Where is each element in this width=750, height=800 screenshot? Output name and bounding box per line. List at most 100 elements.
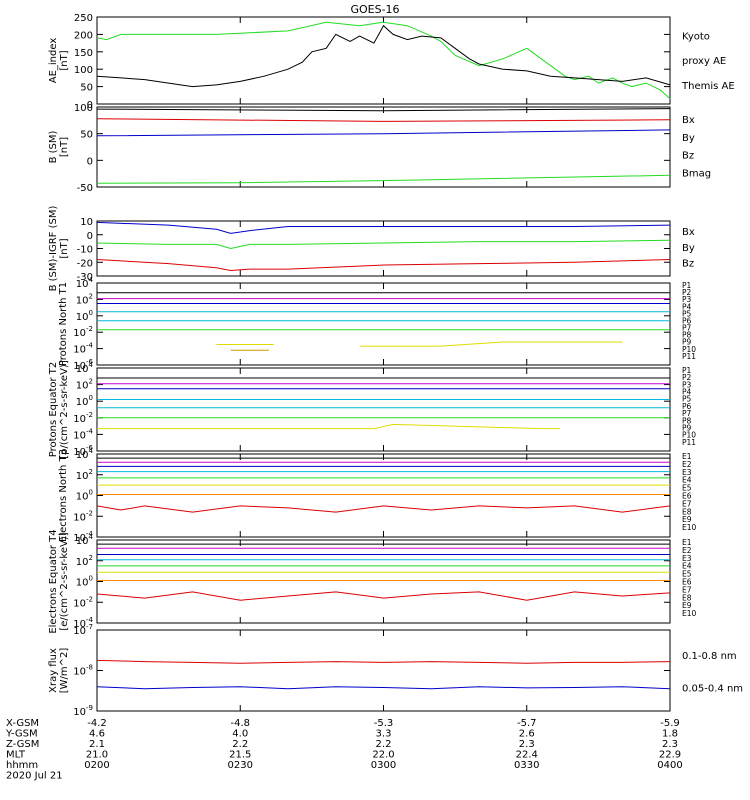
y-tick-label: 100 <box>76 489 93 503</box>
x-row-value: 4.0 <box>232 729 248 740</box>
y-tick-label: 100 <box>76 394 93 408</box>
y-tick-label: 0 <box>87 156 93 167</box>
y-axis-label: B (SM)[nT] <box>48 130 70 163</box>
y-tick-label: 10 <box>80 217 93 228</box>
legend-entry: P7 <box>682 409 692 418</box>
legend-entry: Kyoto <box>682 31 710 42</box>
y-tick-label: 102 <box>76 554 93 568</box>
y-axis-label: Electrons North T3 <box>58 449 69 542</box>
legend-entry: E8 <box>682 593 692 602</box>
x-row-value: 21.0 <box>86 750 108 761</box>
series-bz <box>96 118 671 122</box>
y-tick-label: 0 <box>87 100 93 111</box>
legend-entry: P2 <box>682 373 692 382</box>
x-row-value: 2.3 <box>662 739 678 750</box>
y-tick-label: 10-4 <box>73 530 93 544</box>
legend-entry: E10 <box>682 523 697 532</box>
x-row-label: Y-GSM <box>5 729 38 740</box>
legend-entry: E2 <box>682 460 692 469</box>
legend-entry: E7 <box>682 499 692 508</box>
panel-frame <box>96 367 671 452</box>
y-tick-label: 10-4 <box>73 616 93 630</box>
y-tick-label: -30 <box>77 272 93 283</box>
x-row-label: X-GSM <box>6 718 39 729</box>
legend-entry: E3 <box>682 468 692 477</box>
legend-entry: By <box>682 133 695 144</box>
series-themis-ae <box>96 24 671 88</box>
legend-entry: P9 <box>682 423 692 432</box>
panel-frame <box>96 539 671 624</box>
x-row-label: hhmm <box>6 760 38 771</box>
x-row-value: -5.3 <box>374 718 394 729</box>
legend-entry: Bz <box>682 151 694 162</box>
y-tick-label: 102 <box>76 468 93 482</box>
panel-frame <box>96 16 671 105</box>
series-e8 <box>96 591 671 601</box>
series-p7 <box>97 423 561 430</box>
x-row-value: 0400 <box>657 760 682 771</box>
legend-entry: P5 <box>682 395 692 404</box>
y-tick-label: 100 <box>76 575 93 589</box>
series-by <box>96 239 671 250</box>
legend-entry: E10 <box>682 609 697 618</box>
legend-entry: E6 <box>682 578 692 587</box>
y-tick-label: 10-6 <box>73 444 93 458</box>
panel-frame <box>96 106 671 188</box>
legend-entry: E8 <box>682 507 692 516</box>
date-label: 2020 Jul 21 <box>6 771 63 782</box>
series-bz <box>96 259 671 272</box>
legend-entry: P4 <box>682 302 692 311</box>
x-row-label: MLT <box>6 750 26 761</box>
y-tick-label: 50 <box>80 130 93 141</box>
x-row-value: 2.2 <box>376 739 392 750</box>
y-tick-label: 102 <box>76 292 93 306</box>
legend-entry: P1 <box>682 366 692 375</box>
y-tick-label: 10-2 <box>73 595 93 609</box>
x-row-value: 22.4 <box>516 750 538 761</box>
y-tick-label: 0 <box>87 231 93 242</box>
y-tick-label: 10-6 <box>73 358 93 372</box>
y-tick-label: 100 <box>74 103 93 114</box>
legend-entry: P4 <box>682 388 692 397</box>
x-row-value: -5.7 <box>517 718 537 729</box>
legend-entry: E9 <box>682 601 692 610</box>
x-row-value: 0230 <box>228 760 253 771</box>
y-axis-label: Electrons Equator T4[e/(cm^2-s-sr-keV)] <box>48 529 70 633</box>
series-e8 <box>96 505 671 513</box>
x-row-value: 2.2 <box>232 739 248 750</box>
y-tick-label: 10-2 <box>73 325 93 339</box>
panel-3: 10 0 -10 -20 -30 B (SM)-IGRF (SM)[nT] Bx By Bz <box>48 206 695 292</box>
series-by <box>96 174 671 184</box>
y-tick-label: -20 <box>77 258 93 269</box>
y-tick-label: 104 <box>76 447 94 461</box>
x-row-value: -5.9 <box>660 718 680 729</box>
x-row-value: 22.0 <box>372 750 394 761</box>
y-axis-label: Protons North T1 <box>58 282 69 366</box>
x-row-value: 21.5 <box>229 750 251 761</box>
legend-entry: Themis AE <box>681 81 735 92</box>
legend-entry: E9 <box>682 515 692 524</box>
plot-title: GOES-16 <box>350 3 399 16</box>
y-tick-label: 10-4 <box>73 342 93 356</box>
y-axis-label: Xray flux[W/m^2] <box>48 648 70 694</box>
x-row-value: 0300 <box>371 760 396 771</box>
legend-entry: Bmag <box>682 168 711 179</box>
x-row-value: 4.6 <box>89 729 105 740</box>
legend-entry: P8 <box>682 331 692 340</box>
legend-entry: 0.1-0.8 nm <box>682 651 737 662</box>
legend-entry: 0.05-0.4 nm <box>682 684 743 695</box>
x-row-value: 2.1 <box>89 739 105 750</box>
y-tick-label: 10-8 <box>73 664 93 678</box>
y-tick-label: 50 <box>80 83 93 94</box>
legend-entry: E4 <box>682 562 692 571</box>
y-tick-label: 102 <box>76 378 93 392</box>
y-tick-label: 104 <box>76 361 94 375</box>
panel-frame <box>96 220 671 277</box>
legend-entry: E1 <box>682 452 692 461</box>
y-tick-label: 10-2 <box>73 509 93 523</box>
legend-entry: By <box>682 243 695 254</box>
